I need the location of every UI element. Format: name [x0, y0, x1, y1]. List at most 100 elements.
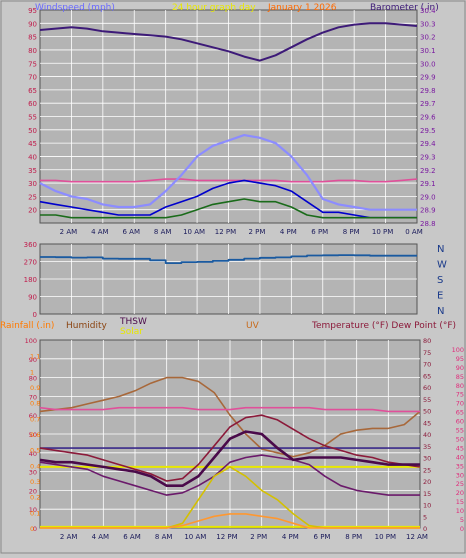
climate-time-tick-label: 4 AM — [92, 533, 110, 541]
climate-time-tick-label: 8 AM — [155, 533, 173, 541]
wind-time-tick-label: 8 PM — [343, 228, 360, 236]
barometer-tick-label: 29.9 — [420, 74, 436, 82]
climate-series-line-4 — [39, 454, 420, 496]
windspeed-tick-label: 45 — [28, 140, 37, 148]
barometer-tick-label: 30.3 — [420, 20, 436, 28]
windspeed-tick-label: 50 — [28, 127, 37, 135]
barometer-tick-label: 29.3 — [420, 153, 436, 161]
climate-time-tick-label: 4 PM — [282, 533, 299, 541]
direction-degree-tick-label: 360 — [24, 241, 37, 249]
windspeed-tick-label: 95 — [28, 7, 37, 15]
rainfall-tick-label: 0.6 — [30, 431, 40, 439]
wind-direction-series-line — [40, 254, 417, 264]
windspeed-tick-label: 35 — [28, 167, 37, 175]
barometer-tick-label: 30.4 — [420, 7, 436, 15]
climate-series-line-3 — [39, 414, 421, 482]
temperature-tick-label: 50 — [423, 408, 431, 416]
humidity-tick-label: 50 — [29, 431, 37, 439]
wind-time-tick-label: 8 AM — [154, 228, 172, 236]
temperature-tick-label: 75 — [423, 349, 431, 357]
humidity-tick-label: 10 — [29, 506, 37, 514]
rainfall-tick-label: 0.8 — [30, 400, 40, 408]
direction-degree-tick-label: 0 — [33, 311, 37, 319]
compass-direction-label: W — [437, 260, 447, 271]
barometer-tick-label: 29.5 — [420, 127, 436, 135]
wind-time-tick-label: 2 AM — [60, 228, 78, 236]
thsw-axis-label: THSW — [119, 317, 147, 327]
climate-time-tick-label: 12 AM — [406, 533, 428, 541]
rainfall-tick-label: 0.9 — [30, 384, 40, 392]
climate-time-tick-label: 2 AM — [60, 533, 78, 541]
dewpoint-tick-label: 65 — [456, 409, 464, 417]
dewpoint-tick-label: 0 — [460, 525, 464, 533]
dewpoint-tick-label: 20 — [456, 489, 464, 497]
rainfall-tick-label: 0.7 — [30, 415, 40, 423]
windspeed-tick-label: 70 — [28, 74, 37, 82]
dewpoint-tick-label: 25 — [456, 480, 464, 488]
dewpoint-tick-label: 10 — [456, 507, 464, 515]
windspeed-tick-label: 55 — [28, 114, 37, 122]
barometer-tick-label: 29.8 — [420, 87, 436, 95]
windspeed-tick-label: 65 — [28, 87, 37, 95]
temperature-tick-label: 0 — [423, 525, 427, 533]
temperature-dewpoint-axis-label: Temperature (°F) Dew Point (°F) — [311, 321, 456, 331]
humidity-tick-label: 100 — [25, 337, 37, 345]
barometer-tick-label: 29.2 — [420, 167, 436, 175]
wind-baro-series-line-3 — [39, 179, 417, 219]
wind-time-tick-label: 4 AM — [91, 228, 109, 236]
humidity-tick-label: 0 — [33, 525, 37, 533]
temperature-tick-label: 45 — [423, 419, 431, 427]
windspeed-tick-label: 75 — [28, 60, 37, 68]
windspeed-tick-label: 90 — [28, 20, 37, 28]
barometer-tick-label: 28.9 — [420, 207, 436, 215]
dewpoint-tick-label: 15 — [456, 498, 464, 506]
dewpoint-tick-label: 75 — [456, 391, 464, 399]
climate-time-tick-label: 6 PM — [314, 533, 331, 541]
climate-series-line-0 — [39, 376, 421, 458]
rainfall-tick-label: 0 — [30, 525, 34, 533]
dewpoint-tick-label: 80 — [456, 382, 464, 390]
wind-time-tick-label: 2 PM — [248, 228, 265, 236]
direction-degree-tick-label: 180 — [24, 276, 37, 284]
compass-direction-label: N — [437, 306, 444, 317]
temperature-tick-label: 40 — [423, 431, 431, 439]
climate-time-tick-label: 2 PM — [250, 533, 267, 541]
dewpoint-tick-label: 60 — [456, 418, 464, 426]
climate-series-line-7 — [40, 513, 420, 529]
dewpoint-tick-label: 55 — [456, 427, 464, 435]
barometer-tick-label: 29.1 — [420, 180, 436, 188]
dewpoint-tick-label: 90 — [456, 364, 464, 372]
rainfall-tick-label: 1 — [30, 368, 34, 376]
windspeed-tick-label: 80 — [28, 47, 37, 55]
climate-time-tick-label: 8 PM — [345, 533, 362, 541]
dewpoint-tick-label: 35 — [456, 462, 464, 470]
temperature-tick-label: 5 — [423, 513, 427, 521]
barometer-tick-label: 29.6 — [420, 114, 436, 122]
wind-time-tick-label: 10 PM — [372, 228, 393, 236]
direction-degree-tick-label: 90 — [28, 294, 37, 302]
wind-time-tick-label: 4 PM — [280, 228, 297, 236]
rainfall-tick-label: 0.5 — [30, 447, 40, 455]
barometer-tick-label: 29.4 — [420, 140, 436, 148]
temperature-tick-label: 25 — [423, 466, 431, 474]
temperature-tick-label: 35 — [423, 443, 431, 451]
wind-time-tick-label: 6 AM — [122, 228, 140, 236]
humidity-axis-label: Humidity — [66, 321, 107, 331]
windspeed-tick-label: 20 — [28, 207, 37, 215]
climate-time-tick-label: 10 PM — [375, 533, 396, 541]
windspeed-tick-label: 25 — [28, 193, 37, 201]
temperature-tick-label: 80 — [423, 337, 431, 345]
temperature-tick-label: 10 — [423, 502, 431, 510]
wind-time-tick-label: 12 PM — [215, 228, 236, 236]
uv-axis-label: UV — [246, 321, 260, 331]
humidity-tick-label: 60 — [29, 412, 37, 420]
temperature-tick-label: 20 — [423, 478, 431, 486]
humidity-tick-label: 20 — [29, 487, 37, 495]
chart-date: January 1 2026 — [267, 3, 337, 13]
temperature-tick-label: 65 — [423, 372, 431, 380]
wind-time-tick-label: 10 AM — [183, 228, 205, 236]
temperature-tick-label: 15 — [423, 490, 431, 498]
humidity-tick-label: 90 — [29, 356, 37, 364]
humidity-tick-label: 30 — [29, 469, 37, 477]
